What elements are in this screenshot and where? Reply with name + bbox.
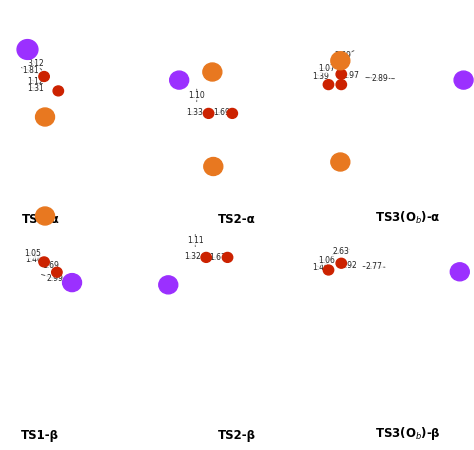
- Circle shape: [336, 69, 346, 79]
- Circle shape: [227, 108, 237, 118]
- Text: 1.40: 1.40: [312, 263, 329, 272]
- Circle shape: [323, 265, 334, 275]
- Text: 1.46: 1.46: [25, 255, 42, 264]
- Circle shape: [204, 158, 223, 176]
- Text: 1.11: 1.11: [187, 236, 204, 245]
- Text: 3.12: 3.12: [27, 59, 44, 68]
- Text: 1.33: 1.33: [186, 108, 203, 117]
- Text: 2.77: 2.77: [365, 262, 383, 271]
- Circle shape: [53, 86, 64, 96]
- Circle shape: [39, 257, 49, 267]
- Text: 2.63: 2.63: [332, 248, 349, 256]
- Text: 1.10: 1.10: [188, 91, 205, 100]
- Text: 1.31: 1.31: [27, 84, 44, 93]
- Text: 1.12: 1.12: [27, 77, 44, 86]
- Circle shape: [36, 207, 55, 225]
- Circle shape: [52, 267, 62, 277]
- Circle shape: [336, 80, 346, 90]
- Text: TS1-β: TS1-β: [21, 429, 59, 442]
- Text: 1.32: 1.32: [184, 252, 201, 261]
- Circle shape: [331, 153, 350, 171]
- Circle shape: [450, 263, 469, 281]
- Circle shape: [170, 71, 189, 89]
- Circle shape: [323, 80, 334, 90]
- Text: 1.69: 1.69: [43, 261, 59, 270]
- Text: 2.89: 2.89: [372, 73, 389, 83]
- Circle shape: [36, 108, 55, 126]
- Circle shape: [454, 71, 473, 89]
- Circle shape: [159, 276, 178, 294]
- Text: 1.69: 1.69: [213, 108, 230, 117]
- Text: 1.92: 1.92: [340, 261, 357, 270]
- Text: TS2-α: TS2-α: [218, 213, 256, 226]
- Text: 1.67: 1.67: [209, 253, 226, 262]
- Circle shape: [222, 252, 233, 262]
- Text: 2.69: 2.69: [335, 51, 351, 60]
- Circle shape: [63, 274, 82, 292]
- Text: 1.05: 1.05: [24, 249, 41, 258]
- Text: 1.81: 1.81: [22, 66, 39, 75]
- Text: TS1-α: TS1-α: [21, 213, 59, 226]
- Circle shape: [17, 40, 38, 59]
- Text: 1.97: 1.97: [342, 71, 359, 80]
- Text: TS2-β: TS2-β: [218, 429, 256, 442]
- Circle shape: [203, 63, 222, 81]
- Circle shape: [39, 72, 49, 81]
- Text: 2.99: 2.99: [46, 274, 63, 283]
- Circle shape: [201, 252, 211, 262]
- Circle shape: [203, 108, 214, 118]
- Text: 1.06: 1.06: [318, 256, 335, 265]
- Circle shape: [331, 52, 350, 70]
- Text: 1.39: 1.39: [312, 72, 329, 81]
- Text: 1.07: 1.07: [319, 64, 336, 73]
- Text: TS3(O$_b$)-α: TS3(O$_b$)-α: [375, 210, 440, 226]
- Circle shape: [336, 258, 346, 268]
- Text: TS3(O$_b$)-β: TS3(O$_b$)-β: [375, 425, 440, 442]
